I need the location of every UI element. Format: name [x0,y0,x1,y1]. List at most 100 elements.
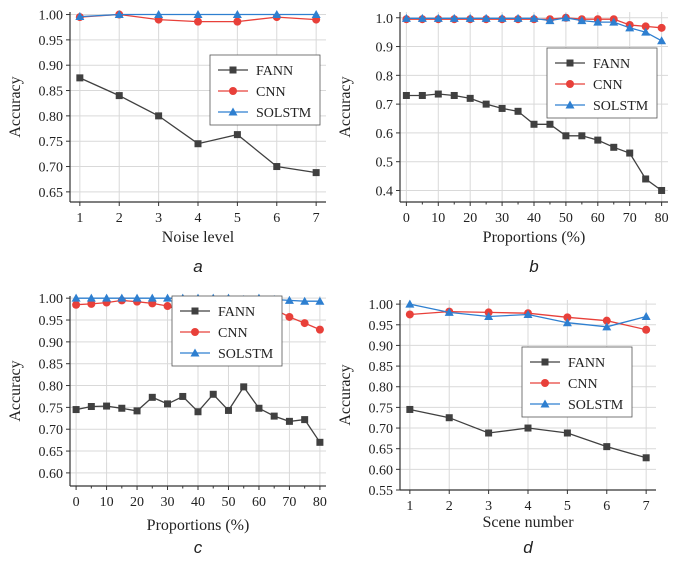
x-tick-label: 5 [234,211,241,226]
data-point-fann [240,383,248,391]
legend-marker-cnn [191,328,199,336]
data-point-fann [603,443,611,451]
series-fann [402,90,666,194]
x-tick-label: 1 [406,499,413,514]
y-tick-label: 0.70 [39,161,64,176]
data-point-solstm [602,322,612,331]
y-tick-label: 1.00 [39,9,64,24]
y-axis-title: Accuracy [337,76,354,137]
legend-label-solstm: SOLSTM [256,106,312,121]
data-point-fann [164,400,172,408]
data-point-fann [626,149,634,157]
x-tick-label: 20 [130,495,144,510]
y-tick-label: 0.75 [39,401,64,416]
legend: FANN CNN SOLSTM [521,346,633,418]
legend-marker-solstm [565,100,575,109]
y-tick-label: 0.95 [39,314,64,329]
y-tick-label: 0.90 [39,59,64,74]
data-point-fann [418,91,426,99]
y-tick-label: 0.65 [369,443,394,458]
data-point-fann [406,405,414,413]
x-tick-label: 80 [655,211,669,226]
y-tick-label: 0.75 [369,401,394,416]
data-point-solstm [102,293,112,302]
legend: FANN CNN SOLSTM [546,47,658,119]
data-point-fann [658,186,666,194]
x-tick-label: 3 [155,211,162,226]
x-tick-label: 30 [161,495,175,510]
y-tick-label: 0.70 [39,423,64,438]
x-tick-label: 4 [195,211,202,226]
data-point-solstm [625,23,635,32]
legend-label-cnn: CNN [218,326,248,341]
data-point-fann [72,406,80,414]
data-point-solstm [75,12,85,21]
data-point-solstm [481,13,491,22]
data-point-fann [563,429,571,437]
y-tick-label: 0.85 [39,85,64,100]
data-point-cnn [285,312,294,321]
x-tick-label: 10 [100,495,114,510]
legend: FANN CNN SOLSTM [209,54,321,126]
legend-box [521,346,633,418]
y-tick-label: 0.65 [39,445,64,460]
y-tick-label: 0.8 [376,69,394,84]
data-point-fann [76,74,84,82]
legend-label-fann: FANN [256,64,293,79]
data-point-solstm [444,307,454,316]
data-point-solstm [417,13,427,22]
x-tick-label: 7 [643,499,650,514]
x-tick-label: 0 [73,495,80,510]
data-point-solstm [284,295,294,304]
data-point-solstm [147,293,157,302]
y-tick-label: 0.90 [369,339,394,354]
legend-label-cnn: CNN [568,377,598,392]
data-point-fann [194,408,202,416]
y-tick-label: 0.80 [39,380,64,395]
data-point-fann [155,112,163,120]
data-point-fann [316,438,324,446]
chart-panel-d: 0.55 0.60 0.65 0.70 0.75 0.80 0.85 0.90 0.95 1.00… [337,298,656,557]
panel-label: d [523,538,533,557]
data-point-fann [594,136,602,144]
x-tick-label: 2 [446,499,453,514]
x-tick-label: 30 [495,211,509,226]
legend-box [546,47,658,119]
data-point-solstm [433,13,443,22]
legend-marker-cnn [541,379,549,387]
data-point-solstm [114,10,124,19]
x-axis-title: Scene number [482,514,574,531]
y-axis-title: Accuracy [7,360,24,421]
data-point-solstm [315,296,325,305]
data-point-solstm [117,293,127,302]
legend-marker-cnn [566,80,574,88]
legend-marker-solstm [540,399,550,408]
data-point-fann [514,107,522,115]
data-point-solstm [484,312,494,321]
data-point-fann [562,132,570,140]
data-point-solstm [562,318,572,327]
y-tick-label: 1.0 [376,12,394,27]
data-point-cnn [642,325,651,334]
panel-label: c [194,538,203,557]
legend-marker-fann [541,358,549,366]
y-tick-label: 0.9 [376,41,394,56]
data-point-solstm [577,16,587,25]
y-tick-label: 0.70 [369,422,394,437]
y-tick-label: 0.60 [39,467,64,482]
data-point-fann [301,416,309,424]
x-tick-label: 60 [252,495,266,510]
x-tick-label: 4 [525,499,532,514]
data-point-cnn [563,313,572,322]
data-point-cnn [405,310,414,319]
data-point-cnn [315,325,324,334]
data-point-fann [118,404,126,412]
legend-label-solstm: SOLSTM [218,347,274,362]
x-tick-label: 6 [603,499,610,514]
data-point-solstm [401,13,411,22]
data-point-solstm [657,36,667,45]
data-point-fann [115,92,123,100]
legend-box [171,295,283,367]
data-point-solstm [132,293,142,302]
